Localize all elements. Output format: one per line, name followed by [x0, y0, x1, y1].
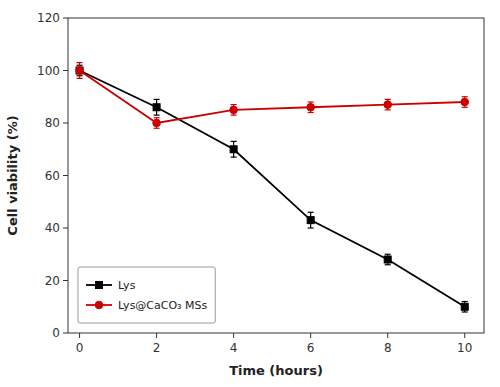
data-point [153, 119, 161, 127]
error-bar [385, 99, 391, 110]
x-tick-label: 4 [230, 341, 238, 355]
y-tick [63, 175, 68, 176]
error-bar [231, 105, 237, 116]
error-cap [462, 301, 468, 302]
error-bar [154, 99, 160, 115]
error-cap [77, 62, 83, 63]
plot-frame [68, 18, 484, 333]
data-point [384, 101, 392, 109]
error-bar [385, 254, 391, 265]
x-tick-label: 10 [457, 341, 472, 355]
error-cap [308, 112, 314, 113]
x-tick [156, 333, 157, 338]
error-cap [385, 99, 391, 100]
x-tick [79, 333, 80, 338]
y-tick-label: 120 [37, 11, 60, 25]
error-cap [385, 254, 391, 255]
legend-marker [95, 301, 103, 309]
y-tick [63, 123, 68, 124]
error-cap [385, 109, 391, 110]
error-cap [154, 99, 160, 100]
data-point [384, 256, 391, 263]
error-cap [77, 78, 83, 79]
legend-label: Lys@CaCO₃ MSs [118, 299, 207, 312]
y-tick [63, 280, 68, 281]
error-bar [308, 102, 314, 113]
data-point [461, 98, 469, 106]
error-cap [462, 96, 468, 97]
error-cap [308, 101, 314, 102]
data-point [307, 217, 314, 224]
x-axis-label: Time (hours) [229, 363, 323, 378]
error-cap [231, 104, 237, 105]
error-cap [462, 107, 468, 108]
data-point [307, 103, 315, 111]
y-tick-label: 40 [45, 221, 60, 235]
y-axis-label: Cell viability (%) [5, 115, 20, 235]
y-tick [63, 70, 68, 71]
data-point [230, 106, 238, 114]
axes: 0246810020406080100120 [37, 11, 472, 355]
error-cap [231, 115, 237, 116]
data-point [153, 104, 160, 111]
series [76, 63, 469, 129]
y-tick-label: 100 [37, 64, 60, 78]
chart-svg: 0246810020406080100120Time (hours)Cell v… [0, 0, 500, 387]
error-cap [154, 128, 160, 129]
x-tick-label: 2 [153, 341, 161, 355]
y-tick-label: 80 [45, 116, 60, 130]
x-tick [387, 333, 388, 338]
error-bar [154, 118, 160, 129]
data-point [461, 303, 468, 310]
chart-container: 0246810020406080100120Time (hours)Cell v… [0, 0, 500, 387]
error-cap [154, 115, 160, 116]
x-tick [233, 333, 234, 338]
x-tick [310, 333, 311, 338]
error-bar [231, 141, 237, 157]
error-cap [154, 117, 160, 118]
data-point [76, 67, 84, 75]
x-tick-label: 6 [307, 341, 315, 355]
y-tick [63, 333, 68, 334]
error-bar [462, 97, 468, 108]
y-tick-label: 20 [45, 274, 60, 288]
y-tick-label: 60 [45, 169, 60, 183]
error-bar [77, 65, 83, 76]
error-bar [462, 302, 468, 313]
error-bar [77, 63, 83, 79]
y-tick-label: 0 [52, 326, 60, 340]
y-tick [63, 18, 68, 19]
x-tick [464, 333, 465, 338]
error-cap [385, 264, 391, 265]
x-tick-label: 8 [384, 341, 392, 355]
error-cap [308, 227, 314, 228]
error-cap [462, 311, 468, 312]
legend-label: Lys [118, 279, 136, 292]
series-line [80, 71, 465, 124]
error-cap [308, 212, 314, 213]
legend: Lys Lys@CaCO₃ MSs [78, 267, 215, 323]
error-cap [231, 157, 237, 158]
x-tick-label: 0 [76, 341, 84, 355]
error-cap [231, 141, 237, 142]
y-tick [63, 228, 68, 229]
data-point [76, 67, 83, 74]
data-point [230, 146, 237, 153]
legend-box [78, 267, 215, 323]
legend-marker [96, 282, 103, 289]
error-bar [308, 212, 314, 228]
